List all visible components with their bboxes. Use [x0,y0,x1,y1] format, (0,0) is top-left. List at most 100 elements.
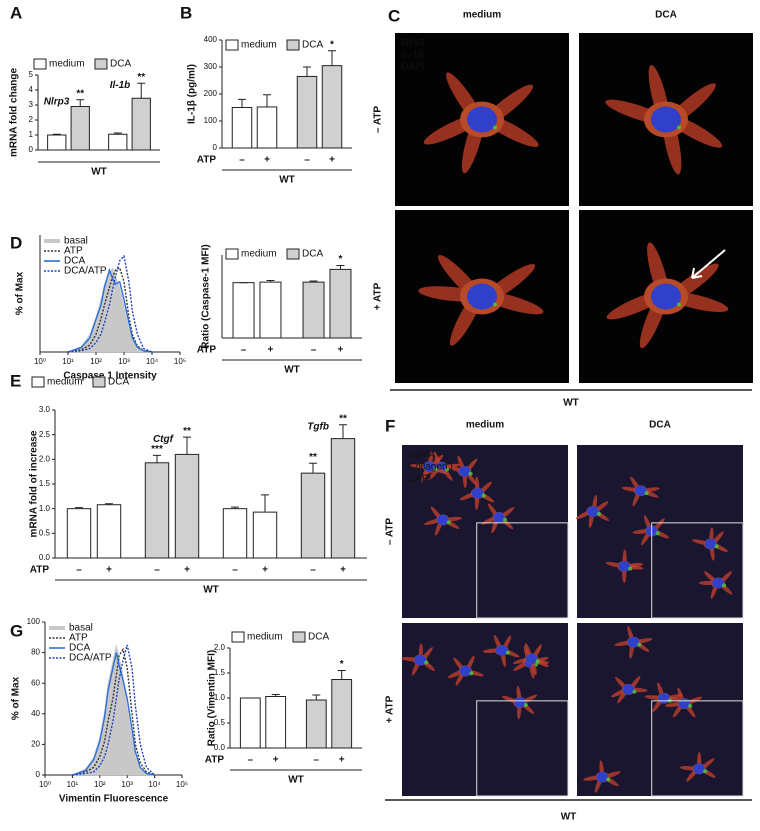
y-tick-label: 4 [29,85,34,94]
legend-swatch [286,39,300,51]
x-tick-label: + [184,565,190,576]
nucleus [693,763,705,775]
y-tick-label: 3.0 [39,405,51,414]
micrograph [577,445,743,618]
legend-swatch [225,39,239,51]
legend-swatch [33,58,47,70]
error-bar [339,424,347,439]
x-axis-label: WT [563,398,579,409]
legend-label: ATP [69,633,88,644]
green-puncta [503,517,508,522]
x-tick-label: – [311,345,317,356]
legend-swatch [225,248,239,260]
x-axis-label: Caspase 1 Intensity [63,371,157,382]
error-bar [309,462,317,474]
nucleus [495,645,508,656]
bar [222,508,248,559]
significance: ** [76,88,84,99]
legend-label: medium [47,377,83,388]
y-tick-label: 60 [31,678,40,687]
nucleus [459,665,472,677]
green-puncta [493,302,497,307]
x-axis-label: WT [203,585,219,596]
green-puncta [677,302,681,307]
error-bar [153,454,161,463]
error-bar [105,503,113,505]
category-axis-label: ATP [205,755,225,766]
bar [66,508,92,559]
bar [300,472,326,559]
x-tick-label: + [106,565,112,576]
error-bar [52,133,61,135]
bar [256,106,278,149]
y-tick-label: 2 [29,115,34,124]
histogram-line [67,266,153,353]
y-tick-label: 100 [27,617,41,626]
y-axis-label: mRNA fold of increase [29,430,40,537]
y-tick-label: 0.0 [214,743,226,752]
nucleus [525,653,538,665]
legend-label: DCA [308,632,329,643]
nucleus [712,577,724,589]
legend-label: medium [241,40,277,51]
x-tick-label: 10⁵ [174,357,186,366]
y-tick-label: 1.0 [39,504,51,513]
bar [329,268,352,339]
bar [239,697,261,749]
legend-label: basal [69,623,93,634]
nucleus [627,636,640,648]
y-tick-label: 0.5 [39,528,51,537]
error-bar [76,99,85,107]
channel-label: DAPI [401,62,424,73]
y-tick-label: 300 [204,62,218,71]
green-puncta [523,702,528,707]
legend-label: DCA [69,643,90,654]
row-label: – ATP [385,518,396,546]
legend-label: medium [241,249,277,260]
column-label: DCA [649,420,671,431]
y-tick-label: 0.5 [214,718,226,727]
y-axis-label: Ratio (Vimentin MFI) [207,650,218,746]
group-label: Il-1b [110,80,131,91]
nucleus [622,684,635,695]
legend-label: DCA [302,249,323,260]
legend-swatch [231,631,245,643]
inset-frame [651,522,744,619]
error-bar [263,94,271,107]
histogram-line [67,254,153,353]
nucleus [651,283,681,310]
nucleus [704,538,717,550]
bar [259,281,282,339]
significance: ** [339,413,347,424]
legend-label: DCA [108,377,129,388]
bar [144,462,170,559]
green-puncta [535,659,540,664]
green-puncta [446,520,451,525]
y-tick-label: 3 [29,100,34,109]
panel-letter: A [10,3,22,22]
x-tick-label: 10² [90,357,102,366]
error-bar [303,66,311,77]
y-tick-label: 0 [29,145,34,154]
bar [305,699,327,749]
category-axis-label: ATP [197,345,217,356]
green-puncta [644,491,649,496]
row-label: – ATP [373,106,384,134]
x-tick-label: 10³ [121,780,133,789]
x-tick-label: 10¹ [62,357,74,366]
legend-label: medium [247,632,283,643]
y-axis-label: mRNA fold change [9,68,20,158]
legend-label: DCA [110,59,131,70]
category-axis-label: ATP [30,565,50,576]
error-bar [312,694,321,700]
nucleus [414,654,427,666]
green-puncta [632,689,637,694]
legend-swatch [94,58,108,70]
y-tick-label: 0 [36,770,41,779]
x-tick-label: 10⁰ [34,357,46,366]
histogram-line [72,647,155,776]
y-axis-label: % of Max [11,676,22,720]
bar [296,75,318,149]
x-tick-label: + [339,755,345,766]
legend-label: basal [64,236,88,247]
